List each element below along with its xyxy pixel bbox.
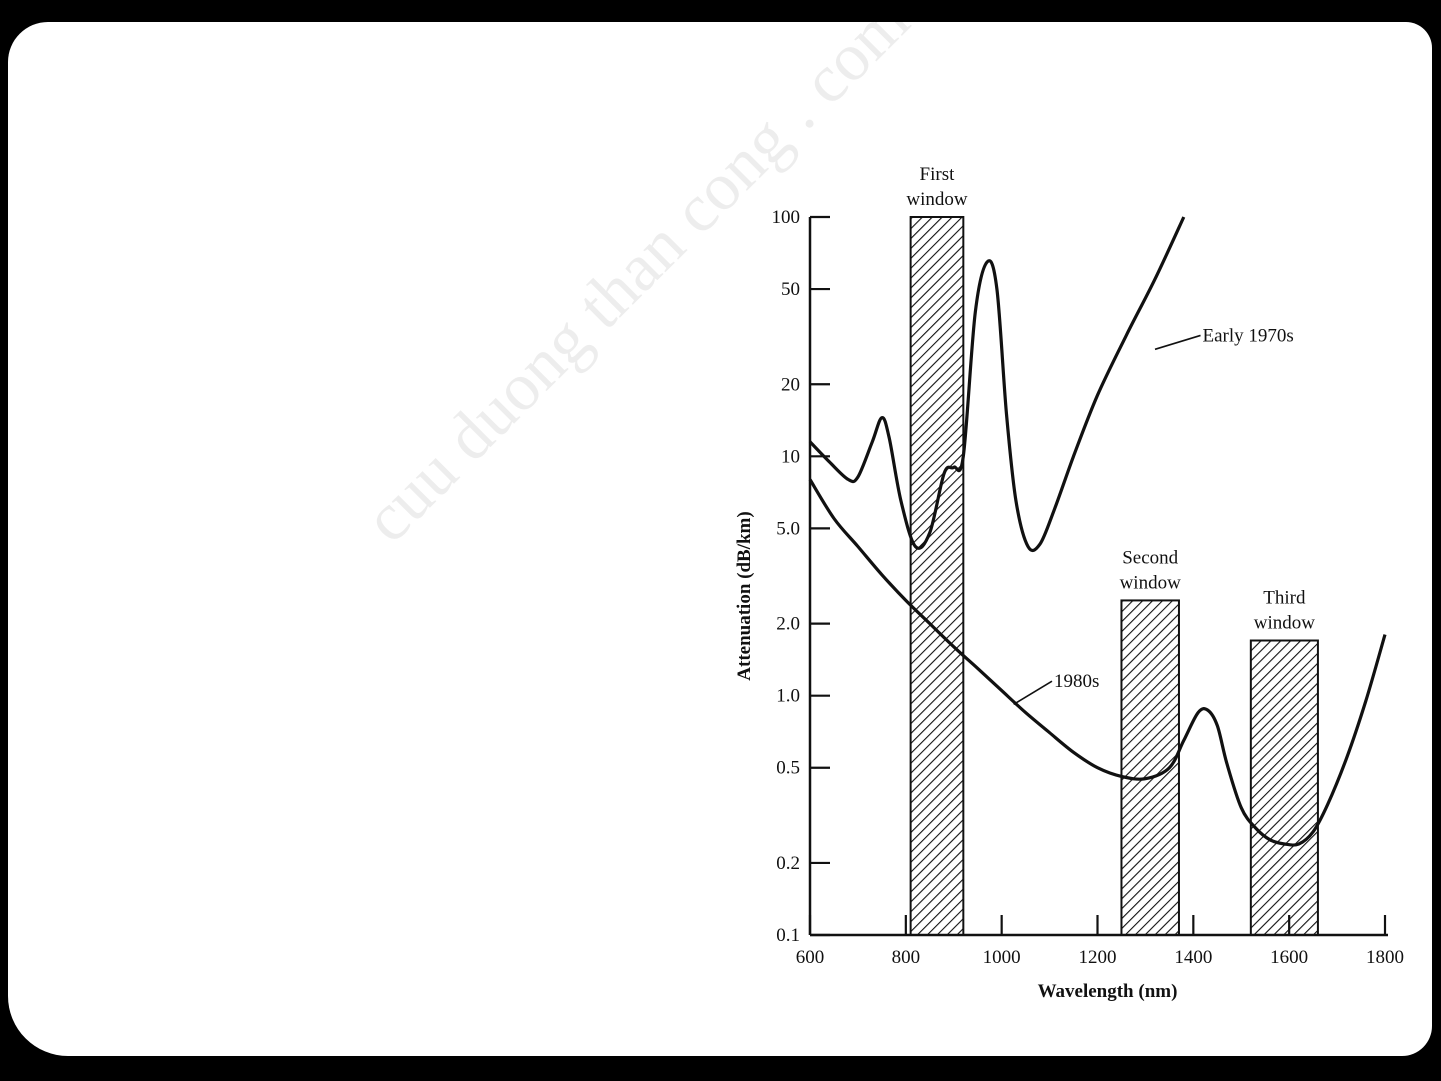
x-tick-label: 1800 bbox=[1366, 947, 1404, 968]
annotation-label-2: 1980s bbox=[1054, 671, 1099, 692]
x-tick-label: 1400 bbox=[1174, 947, 1212, 968]
y-axis-title: Attenuation (dB/km) bbox=[734, 511, 755, 680]
annotation-label-1: Early 1970s bbox=[1203, 325, 1294, 346]
annotation-leader-2 bbox=[1013, 680, 1053, 706]
window-label-3-line-1: Third bbox=[1263, 588, 1306, 609]
y-tick-label: 20 bbox=[781, 374, 800, 395]
y-tick-label: 50 bbox=[781, 279, 800, 300]
x-tick-label: 1600 bbox=[1270, 947, 1308, 968]
window-bar-1 bbox=[909, 216, 965, 936]
x-tick-label: 1200 bbox=[1079, 947, 1117, 968]
y-tick-label: 10 bbox=[781, 446, 800, 467]
y-tick-label: 0.5 bbox=[776, 758, 800, 779]
y-tick-label: 5.0 bbox=[776, 518, 800, 539]
window-label-2-line-1: Second bbox=[1122, 547, 1178, 568]
x-tick-label: 600 bbox=[796, 947, 825, 968]
slide: cuu duong than cong . com First window Sec… bbox=[8, 22, 1432, 1056]
window-bar-3 bbox=[1249, 639, 1319, 936]
annotation-leader-1 bbox=[1154, 334, 1201, 351]
y-tick-label: 2.0 bbox=[776, 614, 800, 635]
y-tick-label: 0.2 bbox=[776, 853, 800, 874]
y-tick-label: 100 bbox=[772, 207, 801, 228]
y-tick-label: 0.1 bbox=[776, 925, 800, 946]
x-tick-label: 1000 bbox=[983, 947, 1021, 968]
window-label-1-line-1: First bbox=[920, 164, 956, 185]
x-tick-label: 800 bbox=[892, 947, 921, 968]
attenuation-chart: First window Second window Third window 100 50… bbox=[734, 164, 1404, 1002]
window-label-3-line-2: window bbox=[1254, 613, 1316, 634]
x-axis-title: Wavelength (nm) bbox=[1038, 981, 1178, 1002]
series-line-2 bbox=[808, 478, 1387, 847]
series-line-1 bbox=[808, 216, 1186, 553]
y-tick-label: 1.0 bbox=[776, 686, 800, 707]
window-label-1-line-2: window bbox=[906, 189, 968, 210]
window-label-2-line-2: window bbox=[1120, 572, 1182, 593]
